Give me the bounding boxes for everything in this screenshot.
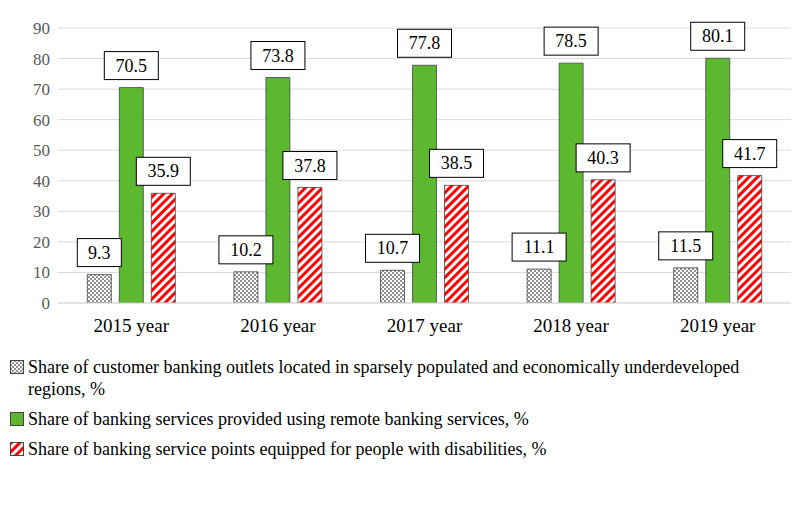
svg-text:77.8: 77.8 <box>409 33 441 53</box>
svg-text:30: 30 <box>33 202 50 221</box>
svg-text:60: 60 <box>33 111 50 130</box>
svg-text:40.3: 40.3 <box>587 148 619 168</box>
svg-text:10.2: 10.2 <box>230 240 262 260</box>
svg-text:2015 year: 2015 year <box>94 315 170 336</box>
svg-text:0: 0 <box>42 294 51 313</box>
svg-text:37.8: 37.8 <box>294 156 326 176</box>
html-text:Share of customer banking outl: Share of customer banking outlets locate… <box>28 357 740 399</box>
svg-text:80: 80 <box>33 50 50 69</box>
svg-text:2017 year: 2017 year <box>387 315 463 336</box>
svg-text:40: 40 <box>33 172 50 191</box>
svg-text:78.5: 78.5 <box>555 31 587 51</box>
svg-text:41.7: 41.7 <box>734 144 766 164</box>
svg-text:35.9: 35.9 <box>148 161 180 181</box>
svg-text:73.8: 73.8 <box>262 46 294 66</box>
svg-text:20: 20 <box>33 233 50 252</box>
svg-text:11.1: 11.1 <box>524 237 555 257</box>
svg-text:10.7: 10.7 <box>377 238 409 258</box>
svg-text:9.3: 9.3 <box>88 243 111 263</box>
svg-text:90: 90 <box>33 19 50 38</box>
svg-text:10: 10 <box>33 263 50 282</box>
svg-text:2018 year: 2018 year <box>533 315 609 336</box>
html-text:Share of banking service point: Share of banking service points equipped… <box>28 439 547 459</box>
svg-text:2016 year: 2016 year <box>240 315 316 336</box>
svg-text:11.5: 11.5 <box>670 236 701 256</box>
svg-text:70: 70 <box>33 80 50 99</box>
svg-text:2019 year: 2019 year <box>680 315 756 336</box>
svg-text:38.5: 38.5 <box>441 153 473 173</box>
html-text:Share of banking services prov: Share of banking services provided using… <box>28 409 529 429</box>
svg-text:50: 50 <box>33 141 50 160</box>
svg-text:80.1: 80.1 <box>702 26 734 46</box>
svg-text:70.5: 70.5 <box>116 56 148 76</box>
